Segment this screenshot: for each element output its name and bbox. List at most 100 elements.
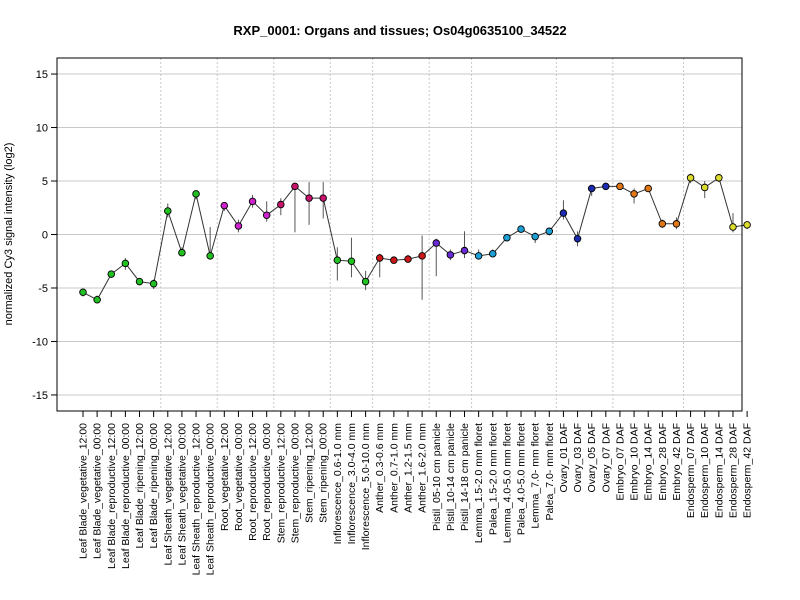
series-layer — [79, 173, 751, 304]
data-point — [79, 288, 87, 297]
grid-layer — [57, 58, 742, 411]
data-point — [248, 197, 257, 206]
data-point — [531, 232, 539, 241]
data-point — [319, 194, 327, 202]
data-point — [206, 252, 214, 260]
y-tick-label: 15 — [36, 69, 48, 81]
x-tick-label: Embryo_42 DAF — [671, 423, 683, 501]
y-tick-label: -5 — [38, 283, 48, 295]
x-tick-label: Ovary_03 DAF — [572, 423, 584, 492]
x-tick-label: Leaf Sheath_reproductive_00:00 — [205, 423, 217, 576]
x-axis: Leaf Blade_vegetative_12:00 Leaf Blade_ve… — [78, 411, 754, 575]
x-tick-label: Inflorescence_5.0-10.0 mm — [360, 423, 372, 550]
x-tick-label: Inflorescence_3.0-4.0 mm — [346, 423, 358, 545]
x-tick-label: Lemma_4.0-5.0 mm floret — [501, 423, 513, 543]
data-point — [262, 211, 271, 219]
data-point — [602, 182, 610, 191]
data-point — [587, 184, 596, 193]
x-tick-label: Embryo_28 DAF — [657, 423, 669, 501]
x-tick-label: Ovary_05 DAF — [586, 423, 598, 492]
data-point — [234, 222, 243, 230]
x-tick-label: Leaf Blade_vegetative_12:00 — [78, 423, 90, 559]
data-point — [178, 248, 186, 257]
y-tick-label: -10 — [32, 336, 48, 348]
x-tick-label: Endosperm_42 DAF — [742, 423, 754, 518]
x-tick-label: Stem_ripening_00:00 — [318, 423, 330, 523]
data-point — [121, 259, 130, 268]
x-tick-label: Anther_0.3-0.6 mm — [374, 423, 386, 513]
data-point — [418, 252, 426, 260]
x-tick-label: Leaf Sheath_vegetative_00:00 — [176, 423, 188, 566]
x-tick-label: Palea_1.5-2.0 mm floret — [487, 423, 499, 535]
data-point — [375, 254, 384, 262]
x-tick-label: Palea_4.0-5.0 mm floret — [516, 423, 528, 535]
data-point — [432, 239, 441, 247]
data-point — [93, 296, 101, 304]
y-axis-label: normalized Cy3 signal intensity (log2) — [3, 143, 15, 326]
x-tick-label: Pistil_05-10 cm panicle — [431, 423, 443, 531]
data-point — [460, 246, 469, 255]
y-tick-label: 0 — [42, 230, 48, 242]
x-tick-label: Endosperm_10 DAF — [699, 423, 711, 518]
x-tick-label: Lemma_7.0- mm floret — [530, 423, 542, 529]
data-point — [545, 227, 554, 236]
data-point — [107, 270, 116, 278]
data-point — [149, 279, 158, 288]
data-point — [192, 190, 200, 198]
x-tick-label: Ovary_07 DAF — [600, 423, 612, 492]
x-tick-label: Pistil_14-18 cm panicle — [459, 423, 471, 531]
x-tick-label: Endosperm_28 DAF — [727, 423, 739, 518]
y-tick-label: 5 — [42, 176, 48, 188]
x-tick-label: Leaf Blade_ripening_12:00 — [134, 423, 146, 549]
data-point — [291, 182, 299, 191]
data-point — [644, 184, 652, 193]
x-tick-label: Stem_reproductive_00:00 — [289, 423, 301, 543]
x-tick-label: Leaf Blade_reproductive_12:00 — [106, 423, 118, 569]
x-tick-label: Pistil_10-14 cm panicle — [445, 423, 457, 531]
data-point — [489, 250, 497, 258]
data-point — [686, 174, 695, 182]
x-tick-label: Ovary_01 DAF — [558, 423, 570, 492]
data-point — [630, 190, 638, 198]
y-axis: -15 -10 -5 0 5 10 15 — [32, 69, 57, 402]
x-tick-label: Leaf Sheath_vegetative_12:00 — [162, 423, 174, 566]
data-point — [361, 277, 370, 286]
x-tick-label: Anther_0.7-1.0 mm — [388, 423, 400, 513]
data-point — [672, 220, 681, 228]
y-tick-label: 10 — [36, 123, 48, 135]
data-point — [333, 256, 342, 264]
x-tick-label: Anther_1.2-1.5 mm — [402, 423, 414, 513]
y-tick-label: -15 — [32, 390, 48, 402]
data-point — [715, 174, 723, 182]
data-point — [305, 194, 313, 202]
x-tick-label: Stem_ripening_12:00 — [304, 423, 316, 523]
data-point — [404, 255, 412, 263]
x-tick-label: Inflorescence_0.6-1.0 mm — [332, 423, 344, 545]
x-tick-label: Root_reproductive_12:00 — [247, 423, 259, 541]
x-tick-label: Stem_reproductive_12:00 — [275, 423, 287, 543]
data-point — [347, 257, 356, 265]
data-point — [446, 251, 455, 259]
x-tick-label: Embryo_14 DAF — [643, 423, 655, 501]
x-tick-label: Root_vegetative_12:00 — [219, 423, 231, 531]
x-tick-label: Embryo_07 DAF — [614, 423, 626, 501]
x-tick-label: Leaf Sheath_reproductive_12:00 — [191, 423, 203, 576]
data-point — [616, 182, 624, 191]
data-point — [220, 201, 229, 210]
data-point — [517, 225, 525, 233]
chart-title: RXP_0001: Organs and tissues; Os04g06351… — [233, 23, 566, 38]
x-tick-label: Leaf Blade_vegetative_00:00 — [92, 423, 104, 559]
x-tick-label: Endosperm_14 DAF — [713, 423, 725, 518]
data-point — [503, 233, 511, 242]
series-line — [82, 176, 748, 301]
data-point — [743, 221, 751, 229]
x-tick-label: Leaf Blade_ripening_00:00 — [148, 423, 160, 549]
x-tick-label: Lemma_1.5-2.0 mm floret — [473, 423, 485, 543]
data-point — [277, 200, 285, 209]
x-tick-label: Root_vegetative_00:00 — [233, 423, 245, 531]
x-tick-label: Anther_1.6-2.0 mm — [417, 423, 429, 513]
x-tick-label: Embryo_10 DAF — [629, 423, 641, 501]
data-point — [729, 223, 737, 231]
data-point — [559, 209, 568, 217]
